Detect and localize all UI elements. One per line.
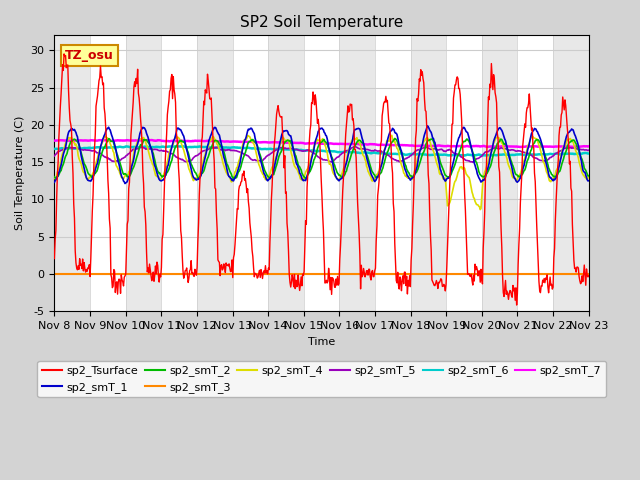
sp2_smT_7 — [170, 138, 178, 144]
sp2_Tsurface — [513, 302, 520, 308]
sp2_smT_4 — [60, 146, 68, 152]
sp2_smT_7 — [198, 138, 206, 144]
sp2_Tsurface — [198, 134, 206, 140]
sp2_smT_2 — [60, 159, 68, 165]
sp2_smT_7 — [60, 138, 68, 144]
Bar — [339, 36, 375, 311]
sp2_smT_2 — [387, 141, 395, 146]
sp2_smT_6 — [170, 144, 177, 149]
Bar — [268, 36, 304, 311]
sp2_smT_3 — [585, 271, 593, 277]
Bar — [482, 36, 518, 311]
sp2_smT_5 — [351, 144, 359, 150]
sp2_Tsurface — [403, 274, 410, 279]
sp2_smT_2 — [391, 135, 399, 141]
sp2_smT_6 — [585, 151, 593, 156]
sp2_smT_5 — [170, 151, 177, 157]
sp2_smT_1 — [387, 128, 395, 134]
sp2_smT_7 — [403, 143, 410, 148]
sp2_smT_3 — [60, 271, 68, 277]
sp2_smT_6 — [115, 144, 123, 150]
sp2_smT_4 — [388, 132, 396, 138]
Bar — [54, 36, 90, 311]
Line: sp2_smT_5: sp2_smT_5 — [54, 147, 589, 162]
sp2_smT_5 — [403, 156, 410, 161]
sp2_smT_4 — [403, 174, 410, 180]
Bar — [553, 36, 589, 311]
sp2_smT_3 — [51, 271, 58, 277]
sp2_smT_6 — [403, 152, 410, 157]
sp2_smT_7 — [51, 138, 58, 144]
sp2_smT_6 — [198, 144, 206, 150]
sp2_smT_4 — [476, 207, 484, 213]
Bar — [411, 36, 446, 311]
sp2_smT_7 — [570, 144, 577, 150]
sp2_smT_3 — [170, 271, 177, 277]
sp2_smT_2 — [230, 176, 237, 181]
Bar — [197, 36, 232, 311]
sp2_smT_2 — [170, 151, 177, 156]
sp2_smT_1 — [170, 137, 178, 143]
sp2_smT_4 — [115, 167, 123, 172]
sp2_Tsurface — [116, 277, 124, 283]
sp2_smT_5 — [115, 158, 123, 164]
sp2_smT_1 — [198, 168, 206, 173]
sp2_smT_1 — [585, 178, 593, 183]
sp2_smT_1 — [115, 161, 123, 167]
sp2_smT_7 — [115, 137, 123, 143]
sp2_smT_4 — [51, 175, 58, 181]
sp2_smT_5 — [51, 153, 58, 159]
sp2_smT_1 — [403, 171, 410, 177]
sp2_smT_5 — [469, 159, 477, 165]
sp2_smT_1 — [121, 180, 129, 186]
sp2_smT_1 — [51, 180, 58, 185]
sp2_smT_6 — [51, 146, 58, 152]
Y-axis label: Soil Temperature (C): Soil Temperature (C) — [15, 116, 25, 230]
sp2_smT_6 — [60, 145, 68, 151]
sp2_Tsurface — [51, 256, 58, 262]
Text: TZ_osu: TZ_osu — [65, 49, 114, 62]
sp2_smT_3 — [402, 271, 410, 277]
sp2_smT_2 — [115, 157, 123, 163]
sp2_Tsurface — [387, 144, 395, 150]
sp2_Tsurface — [61, 54, 68, 60]
sp2_smT_4 — [198, 166, 205, 172]
sp2_smT_1 — [60, 149, 68, 155]
Bar — [125, 36, 161, 311]
Line: sp2_smT_4: sp2_smT_4 — [54, 135, 589, 210]
sp2_smT_3 — [198, 271, 205, 277]
sp2_Tsurface — [170, 87, 178, 93]
sp2_smT_2 — [198, 170, 205, 176]
Title: SP2 Soil Temperature: SP2 Soil Temperature — [240, 15, 403, 30]
Line: sp2_smT_6: sp2_smT_6 — [54, 146, 589, 156]
sp2_smT_2 — [51, 174, 58, 180]
sp2_smT_5 — [387, 155, 395, 161]
sp2_Tsurface — [60, 51, 68, 57]
sp2_smT_7 — [585, 144, 593, 149]
sp2_smT_5 — [585, 147, 593, 153]
sp2_smT_4 — [387, 134, 394, 140]
sp2_smT_1 — [424, 123, 431, 129]
sp2_smT_4 — [170, 141, 177, 146]
sp2_smT_3 — [387, 271, 394, 277]
sp2_smT_2 — [585, 173, 593, 179]
sp2_smT_5 — [60, 146, 68, 152]
sp2_smT_6 — [460, 153, 468, 158]
sp2_smT_7 — [148, 137, 156, 143]
Line: sp2_smT_1: sp2_smT_1 — [54, 126, 589, 183]
X-axis label: Time: Time — [308, 336, 335, 347]
sp2_smT_4 — [585, 174, 593, 180]
sp2_smT_6 — [387, 151, 395, 156]
sp2_smT_6 — [175, 144, 182, 149]
Line: sp2_smT_7: sp2_smT_7 — [54, 140, 589, 147]
Legend: sp2_Tsurface, sp2_smT_1, sp2_smT_2, sp2_smT_3, sp2_smT_4, sp2_smT_5, sp2_smT_6, : sp2_Tsurface, sp2_smT_1, sp2_smT_2, sp2_… — [37, 361, 606, 397]
Line: sp2_Tsurface: sp2_Tsurface — [54, 54, 589, 305]
sp2_smT_2 — [404, 168, 412, 173]
sp2_Tsurface — [585, 273, 593, 278]
sp2_smT_5 — [198, 149, 205, 155]
sp2_smT_7 — [387, 142, 395, 148]
sp2_smT_3 — [115, 271, 123, 277]
Line: sp2_smT_2: sp2_smT_2 — [54, 138, 589, 179]
